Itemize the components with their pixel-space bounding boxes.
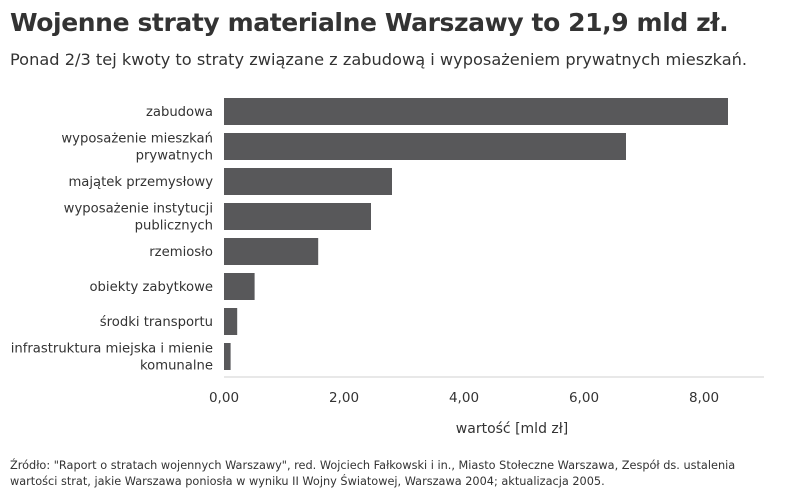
chart-subtitle: Ponad 2/3 tej kwoty to straty związane z… xyxy=(10,50,748,69)
x-tick-label: 4,00 xyxy=(449,390,479,406)
bar xyxy=(224,168,392,195)
category-label: środki transportu xyxy=(100,314,213,330)
category-label: obiekty zabytkowe xyxy=(89,280,213,295)
category-label: zabudowa xyxy=(146,105,213,120)
bar xyxy=(224,133,626,160)
category-label: wyposażenie instytucji publicznych xyxy=(64,202,213,234)
x-tick-label: 6,00 xyxy=(569,390,599,406)
bar xyxy=(224,273,255,300)
bar xyxy=(224,308,238,335)
bar xyxy=(224,203,371,230)
x-tick-label: 2,00 xyxy=(329,390,359,406)
bar xyxy=(224,98,728,125)
x-tick-label: 8,00 xyxy=(689,390,719,406)
chart-title: Wojenne straty materialne Warszawy to 21… xyxy=(10,8,729,37)
bar xyxy=(224,238,319,265)
bar-chart: zabudowa wyposażenie mieszkań prywatnych ma… xyxy=(11,98,764,437)
category-label: wyposażenie mieszkań prywatnych xyxy=(61,131,213,164)
category-label: infrastruktura miejska i mienie komunalne xyxy=(11,342,213,374)
source-note: Źródło: "Raport o stratach wojennych War… xyxy=(10,459,736,488)
bar xyxy=(224,343,231,370)
x-tick-label: 0,00 xyxy=(209,390,239,406)
category-label: majątek przemysłowy xyxy=(68,175,213,190)
category-label: rzemiosło xyxy=(149,245,213,260)
x-axis-title: wartość [mld zł] xyxy=(456,421,568,437)
